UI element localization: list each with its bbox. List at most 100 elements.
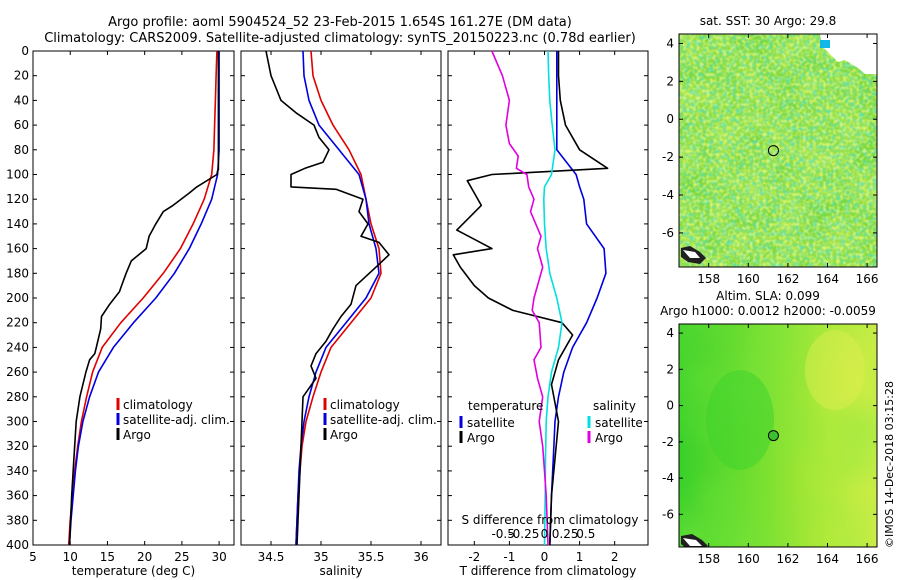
- temperature-legend-label: Argo: [123, 428, 151, 442]
- sst_map-map-ytick-label: 4: [666, 36, 674, 50]
- sla_map-map-ytick-label: 2: [666, 362, 674, 376]
- difference-xtick-label: -2: [468, 550, 480, 564]
- y-tick-label: 380: [6, 513, 29, 527]
- salinity-legend-label: climatology: [330, 398, 400, 412]
- y-tick-label: 320: [6, 439, 29, 453]
- y-tick-label: 240: [6, 340, 29, 354]
- salinity-legend-label: satellite-adj. clim.: [330, 413, 437, 427]
- diff-legend-temperature-title: temperature: [468, 399, 543, 413]
- y-tick-label: 300: [6, 415, 29, 429]
- header-title-line2: Climatology: CARS2009. Satellite-adjuste…: [44, 31, 636, 46]
- difference-series-temperature-argo: [452, 51, 609, 546]
- difference-series-salinity-argo: [491, 50, 549, 546]
- sla-map-panel: Altim. SLA: 0.099 Argo h1000: 0.0012 h20…: [660, 289, 878, 566]
- salinity-xtick-label: 35: [313, 550, 328, 564]
- y-tick-label: 220: [6, 316, 29, 330]
- salinity-series-climatology: [295, 50, 382, 546]
- temperature-legend-label: satellite-adj. clim.: [123, 413, 230, 427]
- sst_map-map-xtick-label: 166: [856, 272, 879, 286]
- header-title-line1: Argo profile: aoml 5904524_52 23-Feb-201…: [108, 15, 572, 30]
- difference-xtick-label: 0: [541, 550, 549, 564]
- sst_map-map-xtick-label: 162: [776, 272, 799, 286]
- sst-map-title: sat. SST: 30 Argo: 29.8: [700, 14, 837, 28]
- sst-cold-patch: [820, 40, 830, 48]
- temperature-xtick-label: 10: [63, 550, 78, 564]
- diff-secondary-tick-label: 0.5: [576, 527, 595, 541]
- y-tick-label: 0: [21, 44, 29, 58]
- y-tick-label: 140: [6, 217, 29, 231]
- temperature-series-climatology: [67, 50, 218, 546]
- salinity-xtick-label: 36: [413, 550, 428, 564]
- sla_map-map-ytick-label: 0: [666, 399, 674, 413]
- sla_map-map-xtick-label: 162: [776, 552, 799, 566]
- sst_map-map-ytick-label: 2: [666, 74, 674, 88]
- sla-land-highlight: [683, 538, 702, 546]
- temperature-xlabel: temperature (deg C): [72, 564, 195, 578]
- sst_map-argo-marker: [767, 145, 779, 157]
- y-tick-label: 80: [14, 143, 29, 157]
- salinity-plot-frame: [240, 50, 442, 546]
- salinity-series-argo: [265, 50, 390, 546]
- salinity-legend-label: Argo: [330, 428, 358, 442]
- temperature-series-satellite-adj-clim-: [68, 51, 220, 546]
- diff-legend-salinity-title: salinity: [593, 399, 636, 413]
- sla_map-map-ytick-label: -2: [662, 435, 674, 449]
- sla-high-region: [805, 330, 865, 410]
- y-tick-label: 60: [14, 118, 29, 132]
- difference-profile-panel: -2 -1 0 1 2T difference from climatology temp…: [447, 50, 649, 578]
- diff-secondary-tick-label: 0: [541, 527, 549, 541]
- salinity-series-satellite-adj-clim-: [295, 50, 380, 546]
- sst_map-map-ytick-label: -2: [662, 150, 674, 164]
- temperature-xtick-label: 25: [174, 550, 189, 564]
- diff-legend-sal-label: satellite: [595, 416, 643, 430]
- sst-nodata-patch: [820, 34, 877, 74]
- y-tick-label: 160: [6, 242, 29, 256]
- sst_map-map-ytick-label: -6: [662, 226, 674, 240]
- sla-map-title-line1: Altim. SLA: 0.099: [716, 289, 820, 303]
- salinity-xtick-label: 35.5: [358, 550, 385, 564]
- temperature-series-argo: [68, 51, 220, 546]
- sla_map-map-xtick-label: 164: [816, 552, 839, 566]
- sla_map-map-xtick-label: 160: [737, 552, 760, 566]
- temperature-plot-frame: [32, 50, 235, 546]
- sst-map-panel: sat. SST: 30 Argo: 29.8 158 160 162 164 166 4…: [662, 14, 879, 286]
- difference-plot-frame: [447, 50, 649, 546]
- diff-legend-sal-label: Argo: [595, 431, 623, 445]
- y-tick-label: 20: [14, 69, 29, 83]
- y-tick-label: 260: [6, 365, 29, 379]
- difference-xtick-label: -1: [503, 550, 515, 564]
- y-tick-label: 120: [6, 192, 29, 206]
- sla_map-map-ytick-label: -6: [662, 507, 674, 521]
- salinity-profile-panel: 34.5 35 35.5 36 salinity climatologysatellite…: [240, 50, 442, 578]
- temperature-legend-label: climatology: [123, 398, 193, 412]
- diff-secondary-tick-label: -0.25: [508, 527, 539, 541]
- sst_map-map-xtick-label: 160: [737, 272, 760, 286]
- sst_map-map-xtick-label: 164: [816, 272, 839, 286]
- sst-map-image: [679, 34, 877, 267]
- y-tick-label: 400: [6, 538, 29, 552]
- temperature-profile-panel: 0 20 40 60 80 100 120 140 160 180 200 220 240 260 280 3…: [6, 44, 235, 578]
- diff-legend-temp-label: satellite: [467, 416, 515, 430]
- y-tick-label: 360: [6, 489, 29, 503]
- sla-map-axes: 158 160 162 164 166 4 2 0 -2 -4 -6: [662, 323, 879, 566]
- credit-stamp: ©IMOS 14-Dec-2018 03:15:28: [883, 381, 896, 548]
- sst_map-map-ytick-label: -4: [662, 188, 674, 202]
- y-tick-label: 40: [14, 93, 29, 107]
- y-tick-label: 340: [6, 464, 29, 478]
- difference-xtick-label: 1: [576, 550, 584, 564]
- sst-map-axes: 158 160 162 164 166 4 2 0 -2 -4 -6: [662, 33, 879, 286]
- diff-secondary-tick-label: 0.25: [552, 527, 579, 541]
- sla-map-title-line2: Argo h1000: 0.0012 h2000: -0.0059: [660, 304, 876, 318]
- y-tick-label: 100: [6, 168, 29, 182]
- sla_map-map-xtick-label: 158: [697, 552, 720, 566]
- sla_map-map-frame: [678, 323, 878, 548]
- y-tick-label: 200: [6, 291, 29, 305]
- sst_map-map-frame: [678, 33, 878, 268]
- temperature-xtick-label: 20: [137, 550, 152, 564]
- diff-secondary-tick-label: -0.5: [491, 527, 514, 541]
- difference-series-temperature-satellite: [549, 51, 607, 546]
- salinity-xlabel: salinity: [319, 564, 362, 578]
- sst_map-map-ytick-label: 0: [666, 112, 674, 126]
